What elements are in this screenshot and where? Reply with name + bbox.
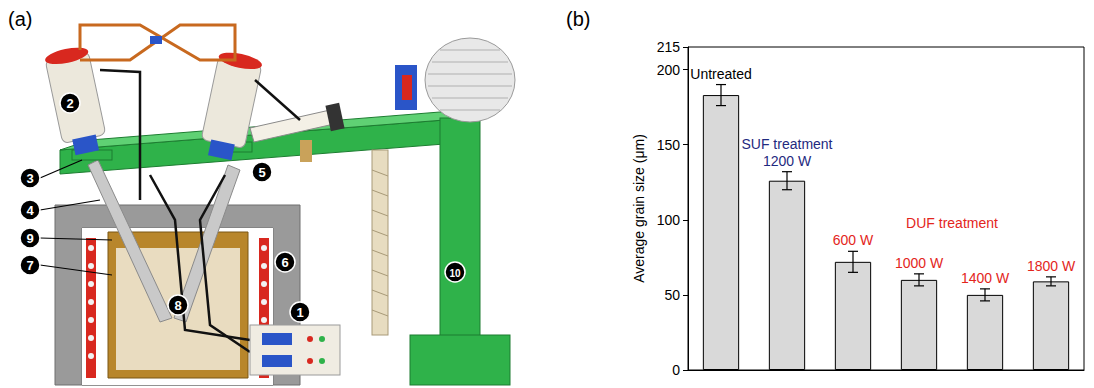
svg-text:1000 W: 1000 W bbox=[895, 255, 944, 271]
svg-text:2: 2 bbox=[66, 96, 73, 111]
svg-text:1400 W: 1400 W bbox=[961, 270, 1010, 286]
svg-text:1: 1 bbox=[296, 305, 303, 320]
svg-text:SUF treatment: SUF treatment bbox=[741, 136, 832, 152]
svg-text:100: 100 bbox=[657, 212, 681, 228]
svg-text:215: 215 bbox=[657, 39, 681, 55]
svg-text:600 W: 600 W bbox=[833, 232, 874, 248]
svg-text:6: 6 bbox=[281, 255, 288, 270]
svg-text:7: 7 bbox=[26, 258, 33, 273]
svg-text:4: 4 bbox=[26, 203, 34, 218]
svg-text:Untreated: Untreated bbox=[690, 66, 751, 82]
svg-text:5: 5 bbox=[258, 165, 265, 180]
svg-text:Average grain size (μm): Average grain size (μm) bbox=[631, 134, 647, 283]
svg-text:1800 W: 1800 W bbox=[1027, 258, 1076, 274]
svg-text:8: 8 bbox=[174, 298, 181, 313]
svg-text:3: 3 bbox=[26, 171, 33, 186]
svg-text:10: 10 bbox=[449, 268, 461, 279]
svg-text:200: 200 bbox=[657, 62, 681, 78]
svg-text:0: 0 bbox=[672, 362, 680, 378]
svg-text:1200 W: 1200 W bbox=[763, 153, 812, 169]
html-text:(b): (b) bbox=[566, 8, 591, 30]
svg-text:150: 150 bbox=[657, 137, 681, 153]
html-text:(a): (a) bbox=[8, 8, 33, 30]
svg-text:9: 9 bbox=[26, 231, 33, 246]
svg-text:50: 50 bbox=[664, 287, 680, 303]
svg-text:DUF treatment: DUF treatment bbox=[906, 215, 998, 231]
